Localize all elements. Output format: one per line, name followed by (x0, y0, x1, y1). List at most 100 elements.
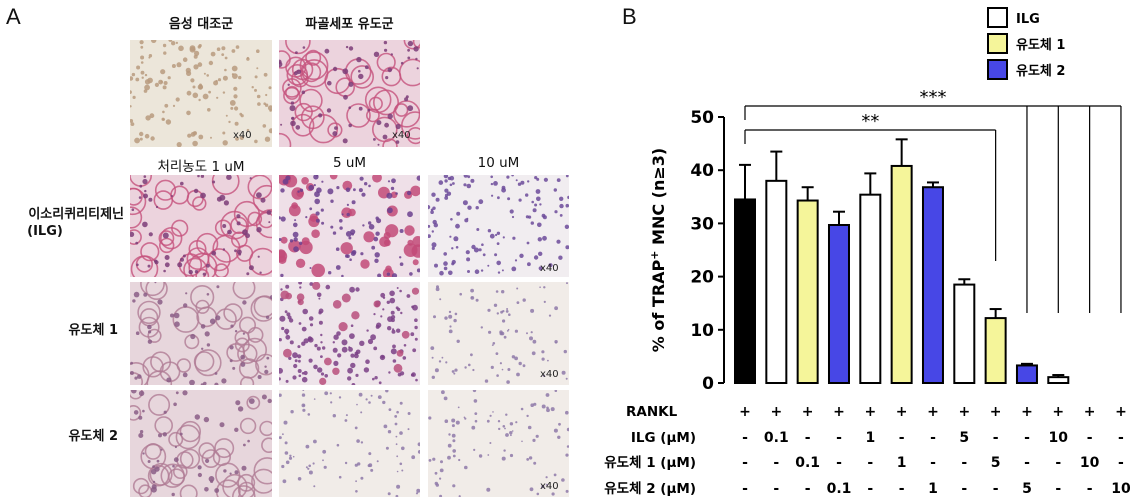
y-tick-label: 40 (690, 161, 714, 181)
row-label-ilg: 이소리퀴리티제닌 (ILG) (0, 206, 124, 240)
micrograph-negative-control (130, 40, 272, 147)
table-cell: - (1024, 430, 1030, 446)
y-tick-label: 30 (690, 214, 714, 234)
bar (765, 179, 788, 384)
table-cell: + (802, 404, 814, 420)
table-cell: + (927, 404, 939, 420)
negative-control-header: 음성 대조군 (168, 17, 234, 32)
table-cell: 1 (897, 455, 907, 471)
magnification-label: x40 (233, 130, 252, 141)
table-cell: - (836, 430, 842, 446)
concentration-1-header: 처리농도 1 uM (157, 159, 245, 175)
table-cell: - (867, 481, 873, 497)
micrograph-derivative2-5um (279, 390, 420, 497)
micrograph-ilg-10um (428, 175, 569, 277)
bar (859, 193, 882, 384)
micrograph-texture (130, 390, 272, 497)
bar (921, 186, 944, 384)
table-cell: 1 (928, 481, 938, 497)
table-cell: - (836, 455, 842, 471)
table-cell: - (930, 430, 936, 446)
micrograph-texture (130, 282, 272, 385)
table-cell: - (899, 481, 905, 497)
table-cell: - (1118, 455, 1124, 471)
micrograph-derivative1-1um (130, 282, 272, 385)
y-tick-label: 50 (690, 108, 714, 128)
bar (796, 199, 819, 384)
table-cell: - (1087, 430, 1093, 446)
micrograph-texture (428, 282, 569, 385)
legend-swatch (987, 33, 1008, 54)
row-label-derivative-2: 유도체 2 (68, 429, 118, 444)
micrograph-derivative2-10um (428, 390, 569, 497)
y-tick-label: 10 (690, 321, 714, 341)
table-cell: - (773, 455, 779, 471)
micrograph-texture (279, 390, 420, 497)
table-cell: - (773, 481, 779, 497)
y-tick-label: 0 (702, 374, 714, 394)
table-cell: 0.1 (764, 430, 789, 446)
row-label-ilg-line1: 이소리퀴리티제닌 (28, 207, 124, 222)
magnification-label: x40 (392, 130, 411, 141)
bar (953, 283, 976, 384)
legend-label: 유도체 1 (1016, 38, 1065, 53)
table-cell: - (899, 430, 905, 446)
table-cell: - (930, 455, 936, 471)
table-cell: - (1087, 481, 1093, 497)
significance-label: *** (919, 87, 946, 108)
table-cell: + (990, 404, 1002, 420)
bar (890, 164, 913, 384)
row-label-ilg-line2: (ILG) (27, 224, 63, 239)
table-cell: + (896, 404, 908, 420)
table-cell: + (1084, 404, 1096, 420)
micrograph-ilg-1um (130, 175, 272, 277)
table-cell: + (739, 404, 751, 420)
table-cell: + (864, 404, 876, 420)
legend-label: 유도체 2 (1016, 64, 1065, 79)
y-axis-label: % of TRAP+ MNC (n≥3) (648, 148, 668, 352)
micrograph-texture (279, 282, 420, 385)
magnification-label: x40 (540, 369, 559, 380)
table-cell: - (742, 455, 748, 471)
table-row-label: 유도체 1 (μM) (604, 455, 696, 471)
table-cell: - (1118, 430, 1124, 446)
legend-swatch (987, 59, 1008, 80)
bar (734, 198, 756, 384)
table-cell: - (867, 455, 873, 471)
table-cell: - (1055, 481, 1061, 497)
table-cell: - (1055, 455, 1061, 471)
panel-a-letter: A (6, 4, 21, 29)
legend-label: ILG (1016, 12, 1040, 27)
table-cell: 10 (1111, 481, 1130, 497)
table-cell: + (1115, 404, 1127, 420)
micrograph-derivative2-1um (130, 390, 272, 497)
concentration-5-header: 5 uM (332, 155, 367, 171)
bar (1015, 364, 1038, 384)
table-cell: 10 (1049, 430, 1069, 446)
table-cell: 5 (1022, 481, 1032, 497)
table-cell: - (805, 430, 811, 446)
micrograph-derivative1-10um (428, 282, 569, 385)
micrograph-ilg-5um (279, 175, 420, 277)
y-tick-label: 20 (690, 268, 714, 288)
table-cell: + (1021, 404, 1033, 420)
micrograph-texture (428, 390, 569, 497)
micrograph-texture (279, 175, 420, 277)
table-cell: 1 (865, 430, 875, 446)
table-cell: - (742, 481, 748, 497)
bar (1047, 376, 1070, 385)
table-cell: - (993, 481, 999, 497)
concentration-10-header: 10 uM (477, 155, 520, 171)
table-cell: - (1024, 455, 1030, 471)
table-row-label: 유도체 2 (μM) (604, 481, 696, 497)
table-cell: + (833, 404, 845, 420)
table-cell: + (958, 404, 970, 420)
row-label-derivative-1: 유도체 1 (68, 323, 118, 338)
table-cell: + (1052, 404, 1064, 420)
bar (827, 223, 850, 384)
table-cell: - (742, 430, 748, 446)
micrograph-osteoclast-induced (279, 40, 420, 147)
table-cell: - (961, 481, 967, 497)
table-cell: 10 (1080, 455, 1100, 471)
